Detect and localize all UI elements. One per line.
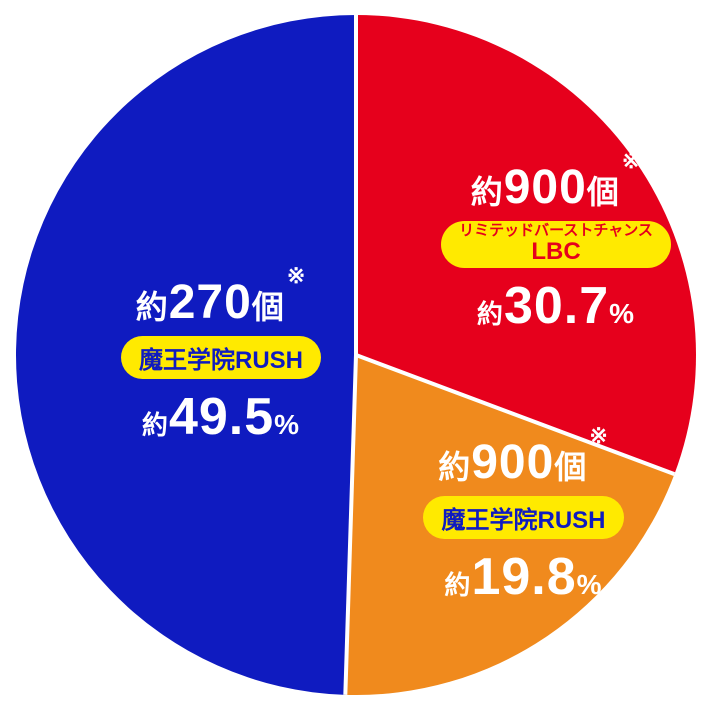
count-number: 900 [471, 436, 554, 489]
pct-number: 49.5 [169, 388, 274, 446]
pct-line: 約49.5% [71, 387, 371, 447]
count-suffix: 個 [252, 289, 285, 325]
badge-main-text: LBC [531, 238, 580, 265]
pct-number: 19.8 [471, 548, 576, 606]
asterisk-icon: ※ [622, 148, 641, 173]
pct-line: 約19.8% [381, 547, 666, 607]
slice-label-blue: 約270個※ 魔王学院RUSH 約49.5% [71, 275, 371, 447]
pct-prefix: 約 [444, 570, 471, 600]
count-line: 約270個※ [71, 275, 371, 330]
pct-suffix: % [577, 569, 603, 600]
count-prefix: 約 [438, 449, 471, 485]
count-prefix: 約 [136, 289, 169, 325]
count-suffix: 個 [554, 449, 587, 485]
asterisk-icon: ※ [287, 263, 306, 288]
badge-main-text: 魔王学院RUSH [441, 507, 605, 534]
asterisk-icon: ※ [589, 423, 608, 448]
badge-rush: 魔王学院RUSH [423, 496, 623, 539]
pct-prefix: 約 [142, 410, 169, 440]
count-line: 約900個※ [411, 160, 701, 215]
badge-rush: 魔王学院RUSH [121, 336, 321, 379]
pct-prefix: 約 [477, 299, 504, 329]
badge-main-text: 魔王学院RUSH [139, 347, 303, 374]
pct-line: 約30.7% [411, 276, 701, 336]
count-number: 900 [504, 161, 587, 214]
pie-chart-container: 約900個※ リミテッドバーストチャンス LBC 約30.7% 約900個※ 魔… [16, 15, 696, 695]
pct-number: 30.7 [504, 277, 609, 335]
slice-label-orange: 約900個※ 魔王学院RUSH 約19.8% [381, 435, 666, 607]
count-number: 270 [169, 276, 252, 329]
count-prefix: 約 [471, 174, 504, 210]
badge-small-text: リミテッドバーストチャンス [459, 223, 653, 239]
count-line: 約900個※ [381, 435, 666, 490]
pct-suffix: % [609, 298, 635, 329]
count-suffix: 個 [587, 174, 620, 210]
slice-label-red: 約900個※ リミテッドバーストチャンス LBC 約30.7% [411, 160, 701, 336]
pct-suffix: % [274, 409, 300, 440]
badge-lbc: リミテッドバーストチャンス LBC [441, 221, 671, 268]
